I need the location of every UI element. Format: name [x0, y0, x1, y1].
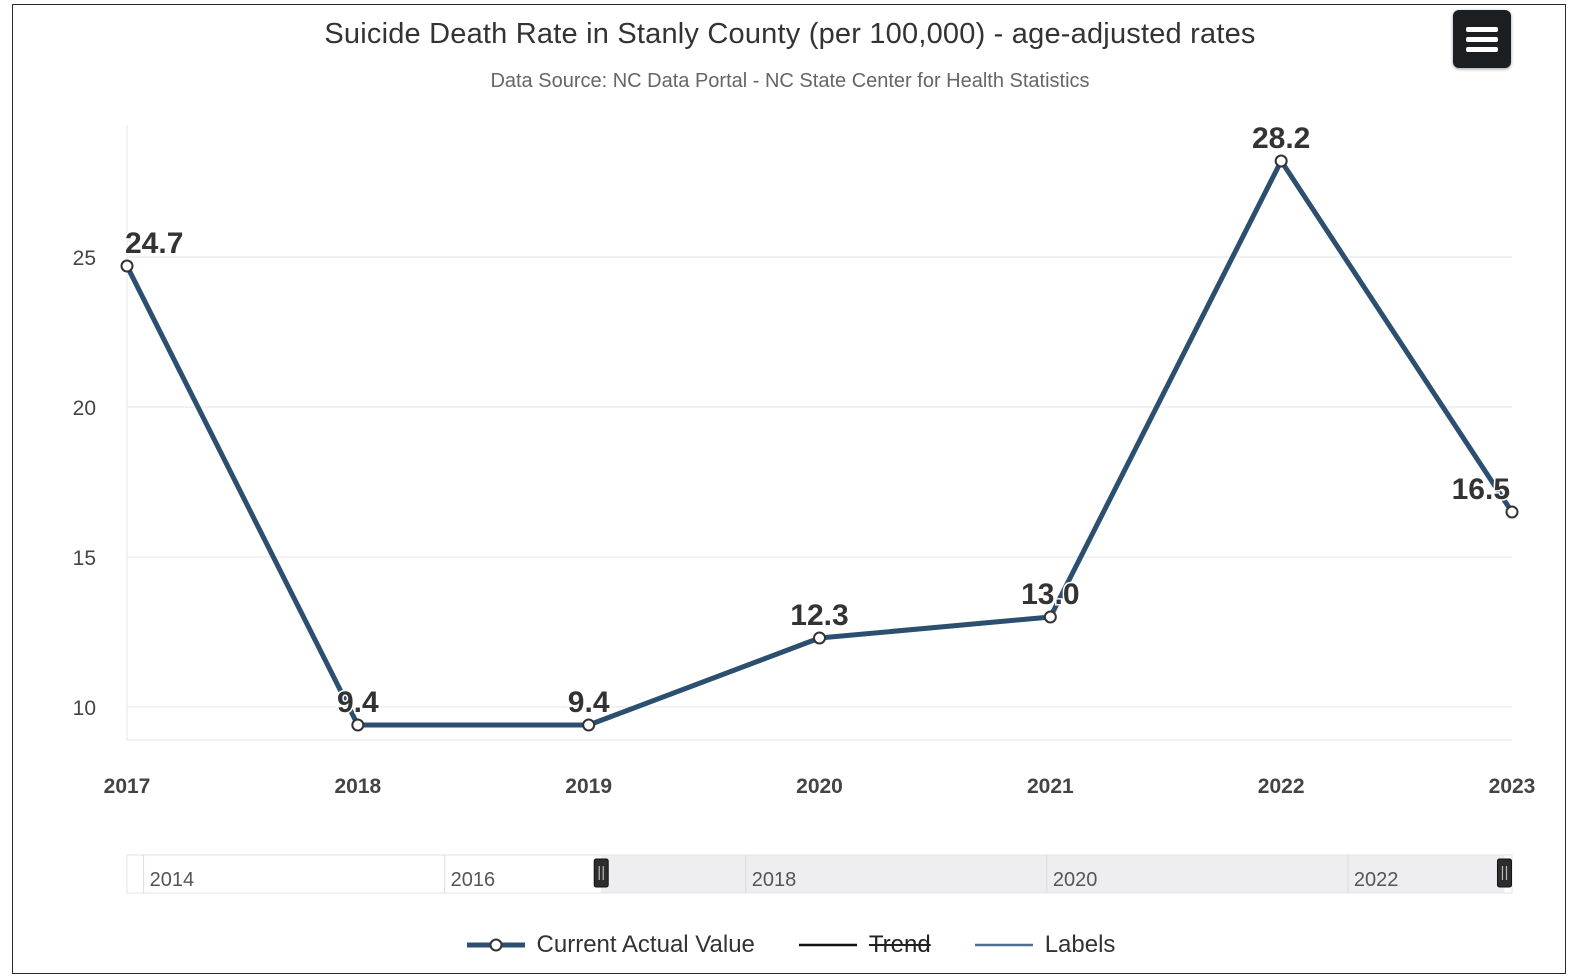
hamburger-icon — [1466, 37, 1498, 42]
navigator-tick-label: 2014 — [150, 869, 195, 891]
data-point[interactable] — [351, 718, 365, 732]
legend-label: Trend — [868, 931, 931, 958]
chart-title: Suicide Death Rate in Stanly County (per… — [324, 18, 1256, 50]
data-label: 9.4 — [568, 686, 610, 719]
x-tick-label: 2017 — [104, 775, 151, 798]
navigator-tick-label: 2020 — [1053, 869, 1098, 891]
navigator-handle[interactable] — [593, 858, 609, 888]
data-point[interactable] — [813, 631, 826, 645]
grid-lines — [126, 125, 1512, 741]
x-tick-label: 2019 — [565, 775, 612, 798]
x-axis: 2017 2018 2019 2020 2021 2022 2023 — [104, 775, 1536, 798]
y-tick-label: 15 — [73, 547, 96, 570]
legend-item-trend[interactable]: Trend — [797, 931, 931, 959]
navigator-handle[interactable] — [1496, 858, 1512, 888]
navigator-handle-left[interactable] — [593, 858, 609, 888]
navigator-tick-label: 2022 — [1354, 869, 1399, 891]
legend: Current Actual Value Trend Labels — [0, 925, 1580, 965]
chart-frame — [12, 4, 1566, 974]
legend-label: Current Actual Value — [536, 931, 755, 958]
data-point[interactable] — [1274, 154, 1288, 168]
data-label: 24.7 — [125, 227, 183, 260]
x-tick-label: 2021 — [1027, 775, 1074, 798]
legend-line-icon — [974, 943, 1033, 947]
navigator-tick-label: 2016 — [451, 869, 496, 891]
y-axis: 25 20 15 10 — [73, 247, 96, 720]
data-labels: 24.7 9.4 9.4 12.3 13.0 28.2 16.5 — [124, 121, 1512, 721]
data-point[interactable] — [1505, 505, 1519, 519]
navigator-tick-label: 2018 — [752, 869, 797, 891]
chart-menu-button[interactable] — [1453, 10, 1511, 68]
data-label: 12.3 — [790, 599, 848, 632]
data-point[interactable] — [1043, 610, 1057, 624]
y-tick-label: 10 — [73, 697, 96, 720]
legend-line-marker-icon — [466, 938, 525, 952]
data-point[interactable] — [582, 718, 596, 732]
series-current-actual-value — [120, 154, 1519, 732]
navigator-selection[interactable] — [601, 855, 1505, 893]
legend-item-labels[interactable]: Labels — [973, 931, 1116, 959]
data-label: 13.0 — [1021, 578, 1079, 611]
legend-line-icon — [798, 943, 857, 947]
data-label: 9.4 — [337, 686, 379, 719]
range-navigator[interactable]: 2014 2016 2018 2020 2022 — [126, 854, 1513, 894]
data-label: 28.2 — [1252, 122, 1310, 155]
hamburger-icon — [1466, 47, 1498, 52]
legend-label: Labels — [1044, 931, 1116, 958]
data-label: 16.5 — [1452, 473, 1510, 506]
data-point[interactable] — [120, 259, 134, 273]
x-tick-label: 2023 — [1489, 775, 1536, 798]
y-tick-label: 20 — [73, 397, 96, 420]
chart-subtitle: Data Source: NC Data Portal - NC State C… — [490, 70, 1090, 92]
legend-item-current-actual-value[interactable]: Current Actual Value — [465, 931, 755, 959]
x-tick-label: 2020 — [796, 775, 843, 798]
x-tick-label: 2022 — [1258, 775, 1305, 798]
hamburger-icon — [1466, 27, 1498, 32]
navigator-handle-right[interactable] — [1496, 858, 1512, 888]
x-tick-label: 2018 — [334, 775, 381, 798]
y-tick-label: 25 — [73, 247, 96, 270]
